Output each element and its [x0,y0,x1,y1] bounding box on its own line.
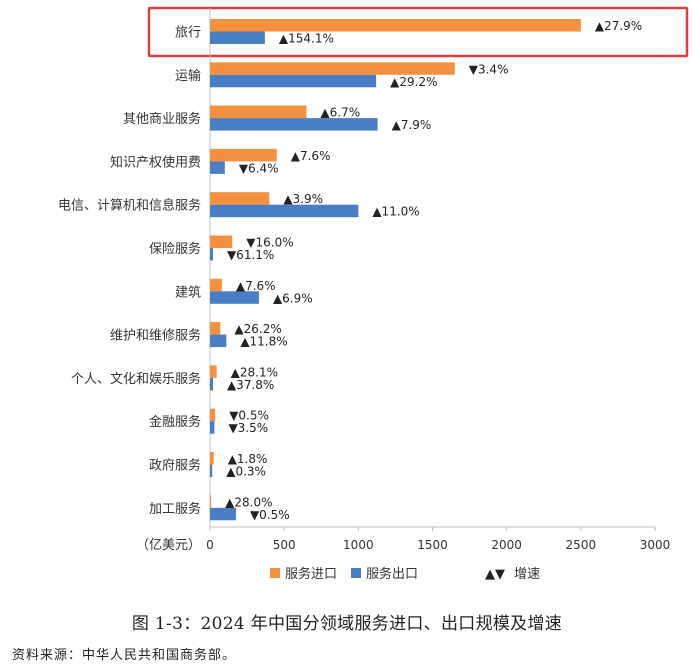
x-tick-label: 500 [273,538,296,552]
bar-export [210,31,265,44]
growth-label-export: ▼3.5% [228,421,268,435]
category-label: 电信、计算机和信息服务 [58,198,201,214]
growth-label-export: ▲154.1% [279,32,334,46]
category-label: 保险服务 [149,241,201,257]
bar-import [210,192,270,205]
bar-import [210,62,455,75]
growth-label-import: ▲7.6% [291,149,331,163]
bar-import [210,235,233,248]
legend-label-export: 服务出口 [366,566,418,582]
growth-label-export: ▼6.4% [239,161,279,175]
growth-label-export: ▲37.8% [227,378,274,392]
chart-svg: 旅行 ▲27.9% ▲154.1% 运输 ▼3.4% ▲29.2% 其他商业服务 ▲6.7% ▲… [58,6,689,582]
bar-import [210,105,307,119]
growth-label-export: ▼61.1% [227,248,274,262]
bar-import [210,495,212,508]
category-label: 知识产权使用费 [110,154,201,170]
x-tick-label: 1000 [343,538,374,552]
legend-swatch-import [270,568,280,578]
x-tick-label: 1500 [417,538,448,552]
legend-label-import: 服务进口 [285,566,337,582]
growth-label-export: ▲6.9% [273,291,313,305]
bar-export [210,204,359,218]
category-label: 维护和维修服务 [110,328,201,344]
x-tick-label: 2500 [566,538,597,552]
x-axis-unit-label: （亿美元） [136,538,201,553]
bar-export [210,377,213,391]
growth-label-export: ▲7.9% [392,118,432,132]
growth-label-import: ▲28.1% [231,365,278,379]
category-label: 个人、文化和娱乐服务 [71,371,201,387]
bar-import [210,278,222,292]
growth-label-import: ▼16.0% [246,236,293,250]
category-label: 加工服务 [149,501,201,517]
growth-label-import: ▲6.7% [320,106,360,120]
category-label: 其他商业服务 [123,111,201,127]
category-label: 金融服务 [149,414,201,430]
bar-import [210,452,214,465]
legend-swatch-export [351,568,361,578]
bar-export [210,74,377,88]
growth-label-import: ▼0.5% [229,409,269,423]
bar-import [210,408,216,422]
legend-growth-symbols: ▲▼ [485,567,505,582]
growth-label-import: ▼3.4% [469,62,509,76]
source-note: 资料来源：中华人民共和国商务部。 [12,648,237,663]
bar-export [210,118,378,131]
highlight-box [147,6,689,58]
bar-export [210,334,227,348]
bar-import [210,148,277,162]
x-tick-label: 3000 [640,538,671,552]
bar-export [210,507,236,521]
category-label: 建筑 [175,284,201,300]
growth-label-export: ▲0.3% [226,465,266,479]
bar-export [210,161,225,174]
figure-caption: 图 1-3：2024 年中国分领域服务进口、出口规模及增速 [131,614,563,634]
bar-export [210,248,213,261]
bar-import [210,322,221,335]
growth-label-export: ▲11.8% [240,335,287,349]
growth-label-import: ▲28.0% [225,495,272,509]
category-label: 运输 [175,68,201,84]
bar-export [210,291,259,304]
x-tick-label: 2000 [491,538,522,552]
legend-growth-label: 增速 [514,567,540,582]
bar-import [210,365,217,378]
bar-export [210,421,215,434]
growth-label-import: ▲26.2% [234,322,281,336]
x-tick-label: 0 [206,538,214,552]
growth-label-import: ▲3.9% [283,192,323,206]
category-label: 政府服务 [149,458,201,474]
growth-label-import: ▲27.9% [595,19,642,33]
growth-label-export: ▲11.0% [372,205,419,219]
growth-label-import: ▲7.6% [236,279,276,293]
growth-label-export: ▼0.5% [250,508,290,522]
bar-import [210,19,581,32]
bar-export [210,464,213,477]
growth-label-import: ▲1.8% [228,452,268,466]
category-label: 旅行 [175,26,201,41]
growth-label-export: ▲29.2% [390,75,437,89]
